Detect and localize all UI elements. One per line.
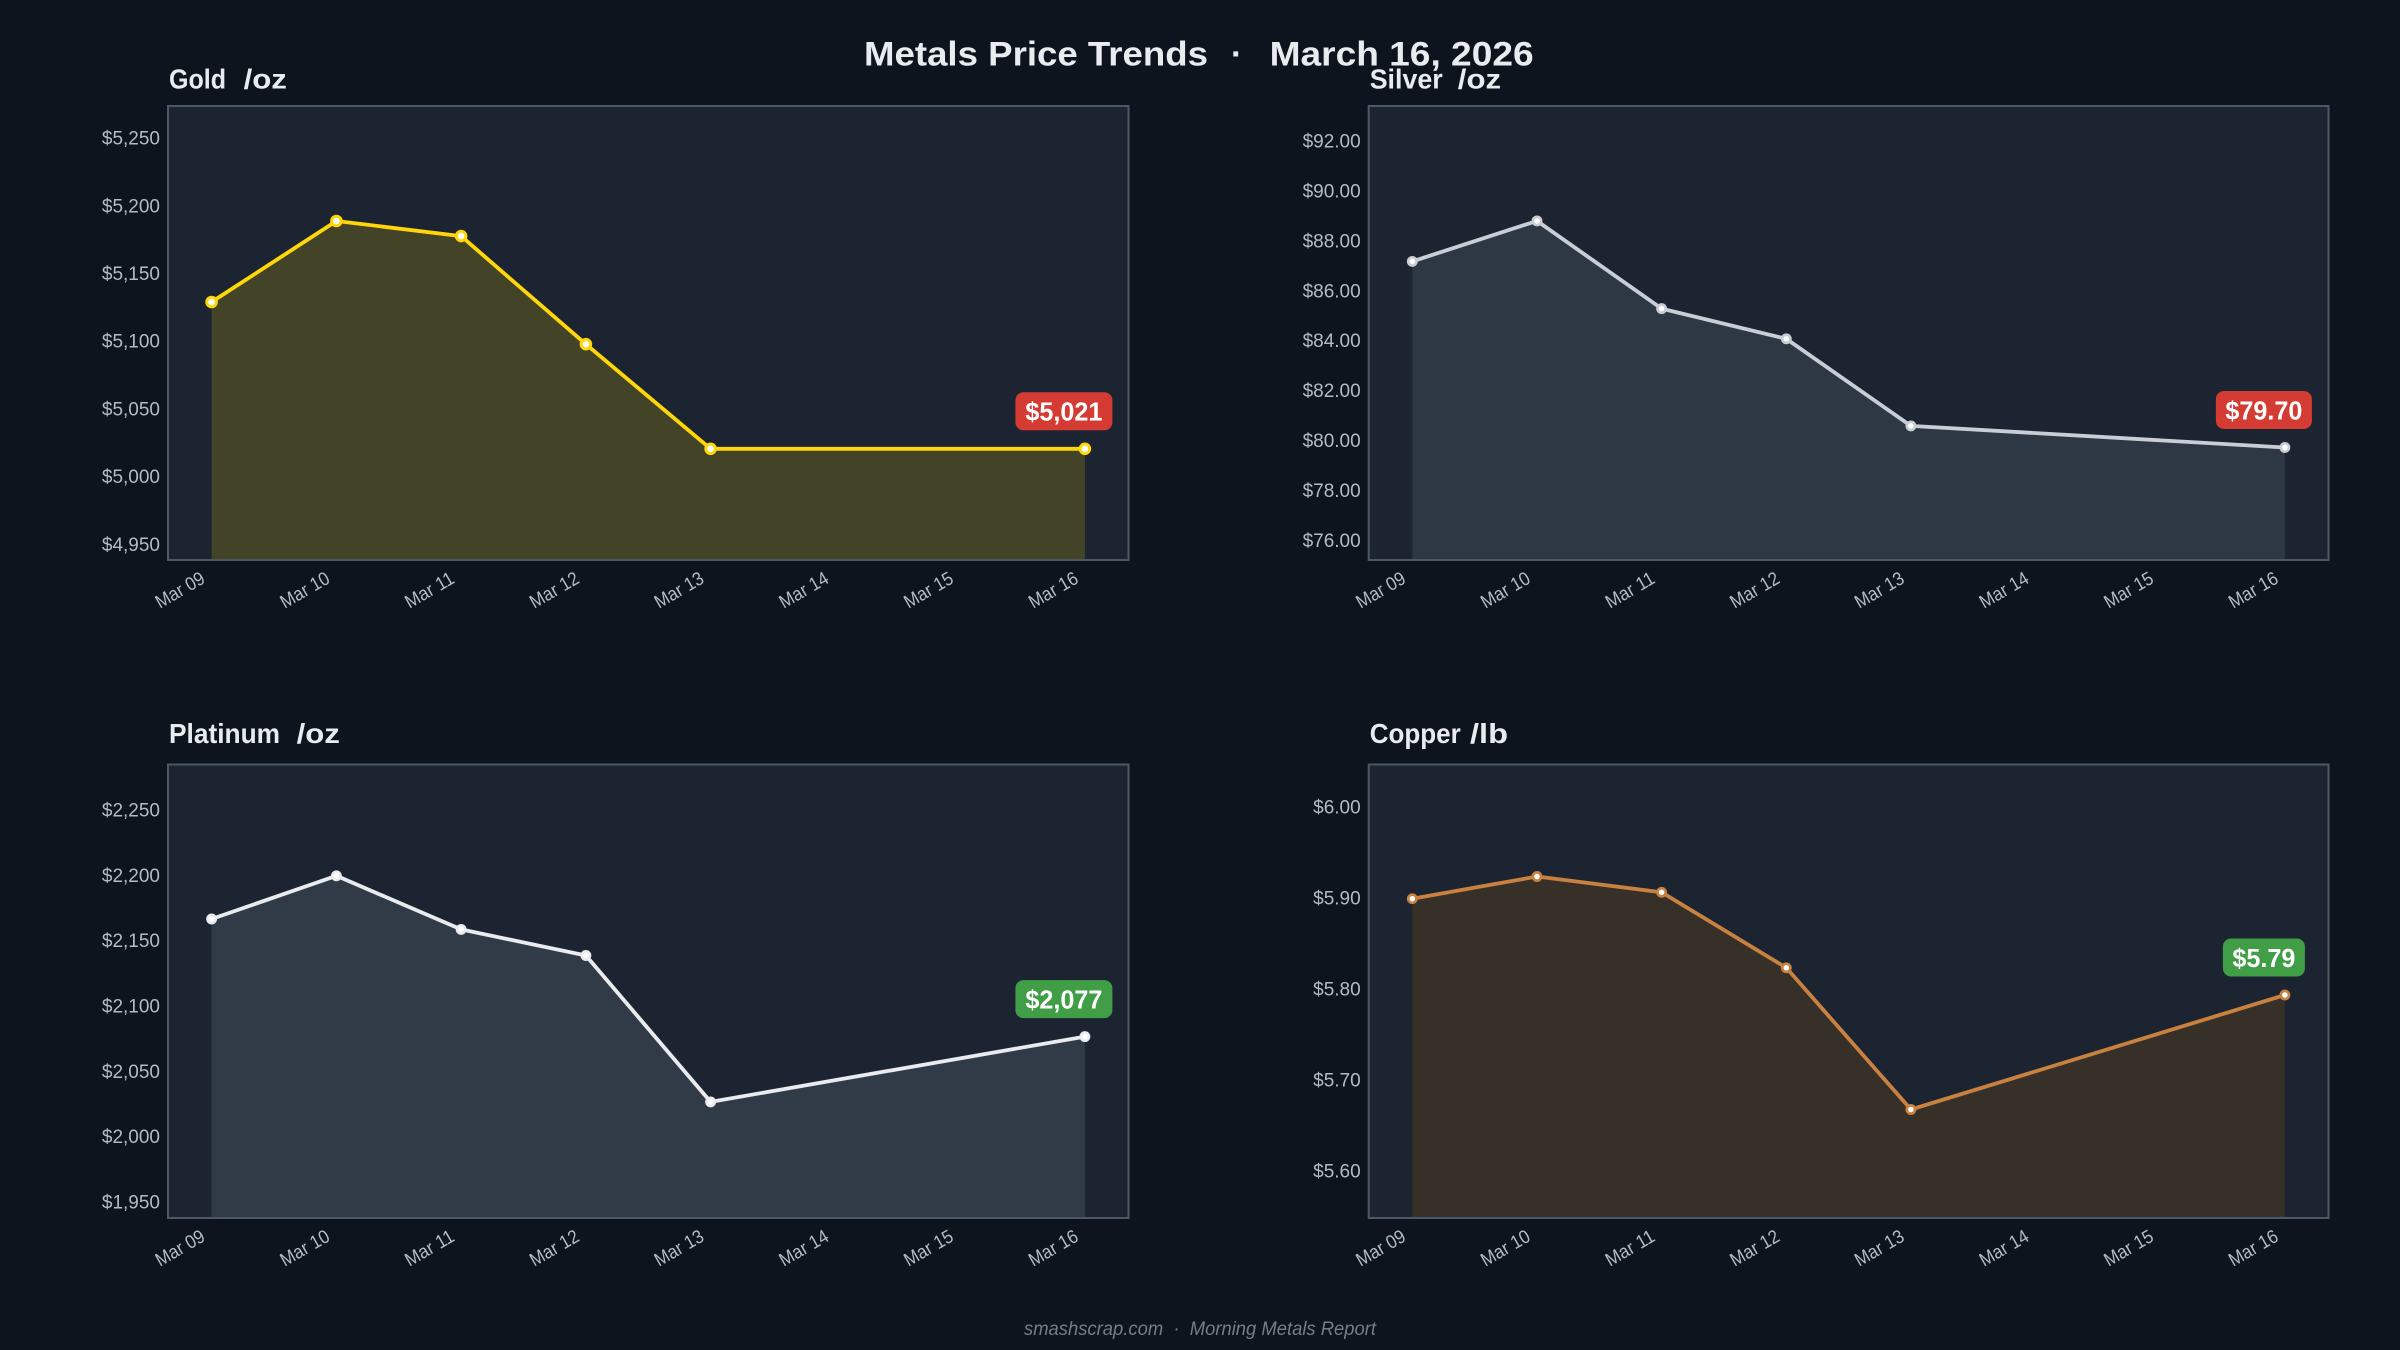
svg-text:$90.00: $90.00 (1303, 181, 1361, 202)
svg-text:$2,250: $2,250 (102, 801, 160, 822)
svg-text:$2,077: $2,077 (1025, 984, 1102, 1014)
svg-text:$5.60: $5.60 (1313, 1162, 1361, 1183)
svg-text:$2,100: $2,100 (102, 997, 160, 1018)
svg-text:Silver: Silver (1370, 64, 1443, 95)
svg-text:·: · (1231, 36, 1242, 74)
svg-text:$88.00: $88.00 (1303, 231, 1361, 252)
svg-text:$80.00: $80.00 (1303, 431, 1361, 452)
svg-text:$5,150: $5,150 (102, 264, 160, 285)
svg-text:Gold: Gold (169, 64, 226, 95)
svg-text:Copper: Copper (1370, 718, 1461, 749)
svg-text:$79.70: $79.70 (2225, 395, 2302, 425)
svg-text:$86.00: $86.00 (1303, 281, 1361, 302)
svg-text:$2,050: $2,050 (102, 1062, 160, 1083)
svg-text:/oz: /oz (244, 64, 287, 95)
svg-text:$5,200: $5,200 (102, 196, 160, 217)
svg-text:$82.00: $82.00 (1303, 381, 1361, 402)
svg-text:Platinum: Platinum (169, 718, 280, 749)
svg-text:$5.79: $5.79 (2232, 943, 2295, 973)
svg-text:$84.00: $84.00 (1303, 331, 1361, 352)
svg-text:$5,000: $5,000 (102, 467, 160, 488)
svg-text:$5,021: $5,021 (1025, 397, 1102, 427)
svg-text:$5.70: $5.70 (1313, 1071, 1361, 1092)
svg-text:$5,250: $5,250 (102, 129, 160, 150)
svg-text:Metals Price Trends: Metals Price Trends (864, 36, 1208, 74)
svg-text:$4,950: $4,950 (102, 535, 160, 556)
svg-text:$5.90: $5.90 (1313, 889, 1361, 910)
svg-text:March 16, 2026: March 16, 2026 (1270, 36, 1534, 74)
svg-text:$78.00: $78.00 (1303, 481, 1361, 502)
svg-text:$6.00: $6.00 (1313, 798, 1361, 819)
svg-text:$92.00: $92.00 (1303, 132, 1361, 153)
svg-text:$2,000: $2,000 (102, 1127, 160, 1148)
svg-text:smashscrap.com · Morning Met: smashscrap.com · Morning Metals Report (1024, 1319, 1377, 1340)
svg-text:$5.80: $5.80 (1313, 980, 1361, 1001)
svg-text:/lb: /lb (1470, 718, 1508, 749)
svg-text:$76.00: $76.00 (1303, 531, 1361, 552)
svg-text:$5,100: $5,100 (102, 332, 160, 353)
svg-text:/oz: /oz (297, 718, 340, 749)
svg-text:$2,150: $2,150 (102, 931, 160, 952)
svg-text:/oz: /oz (1458, 64, 1501, 95)
svg-text:$5,050: $5,050 (102, 399, 160, 420)
svg-text:$1,950: $1,950 (102, 1193, 160, 1214)
svg-text:$2,200: $2,200 (102, 866, 160, 887)
